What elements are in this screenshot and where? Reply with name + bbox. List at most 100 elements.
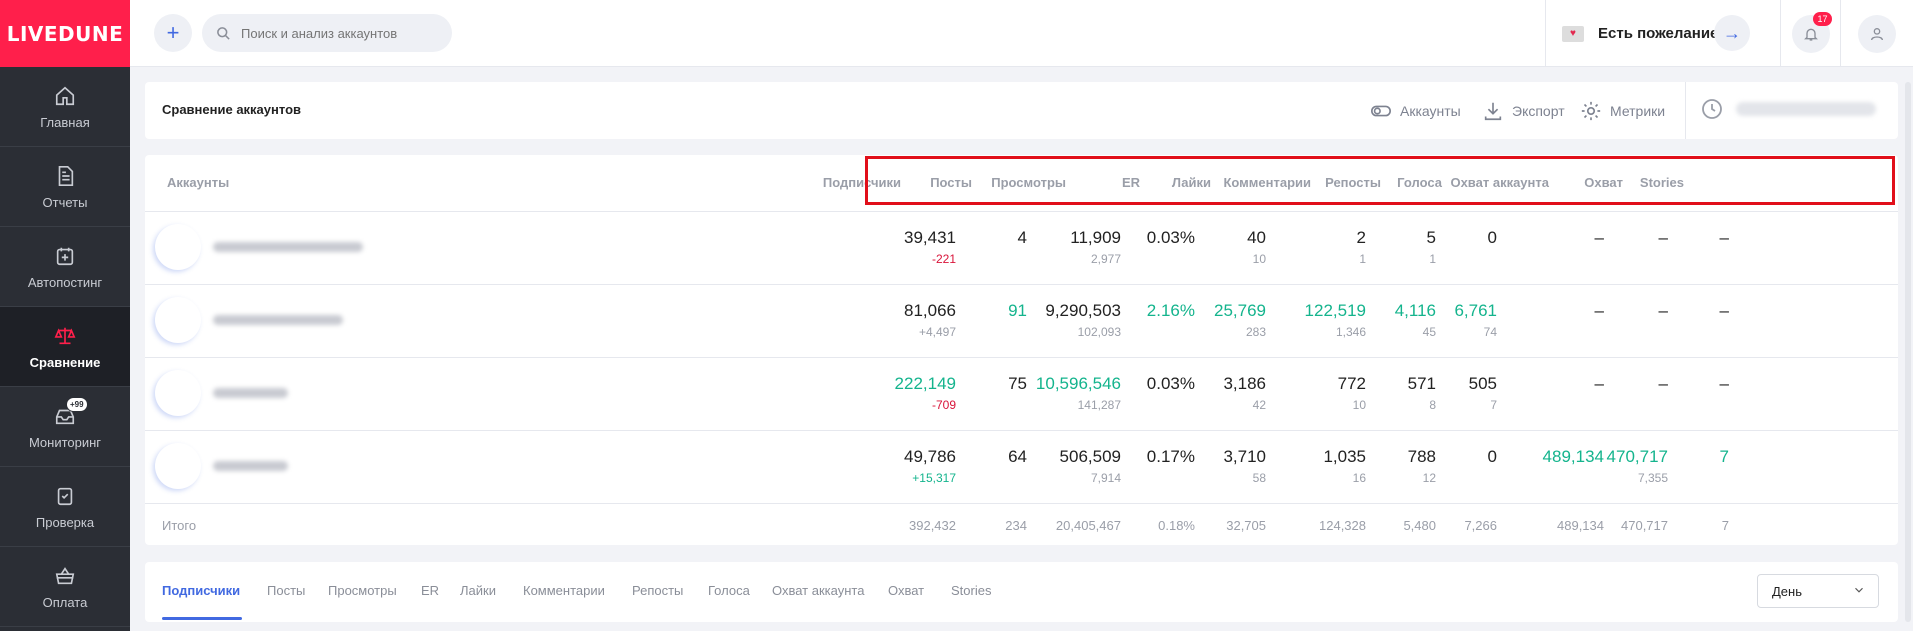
tab-views[interactable]: Просмотры	[328, 583, 397, 598]
cell-er: 0.17%	[1085, 447, 1195, 467]
notifications-button[interactable]: 17	[1791, 11, 1832, 53]
topbar: + ♥ Есть пожелание? → 17	[130, 0, 1913, 67]
cell-delta: 10	[1252, 252, 1266, 266]
sidebar-item-home[interactable]: Главная	[0, 67, 130, 147]
account-name-blurred[interactable]	[213, 242, 363, 252]
date-range-value	[1736, 102, 1876, 116]
cell-value: 91	[1008, 301, 1027, 320]
table-row[interactable]: 39,431 -221 4 11,909 2,977 0.03% 40 10 2 1 5 1 0– – –	[145, 212, 1898, 285]
column-header-accounts[interactable]: Аккаунты	[167, 175, 230, 190]
search-input[interactable]	[241, 25, 431, 41]
column-header-likes[interactable]: Лайки	[1171, 175, 1211, 190]
account-avatar[interactable]	[155, 297, 201, 343]
feedback-arrow-button[interactable]: →	[1714, 15, 1750, 51]
table-row[interactable]: 222,149 -709 75 10,596,546 141,287 0.03% 3,186…	[145, 358, 1898, 431]
envelope-heart-icon: ♥	[1562, 25, 1584, 42]
brand-logo[interactable]: LIVEDUNE	[0, 0, 130, 67]
sidebar-item-autoposting[interactable]: Автопостинг	[0, 227, 130, 307]
account-avatar[interactable]	[155, 224, 201, 270]
scales-icon	[52, 323, 78, 349]
account-name-blurred[interactable]	[213, 461, 288, 471]
cell-likes: 25,769 283	[1156, 301, 1266, 339]
sidebar-item-payment[interactable]: Оплата	[0, 547, 130, 627]
chevron-down-icon	[1855, 587, 1863, 593]
tab-reposts[interactable]: Репосты	[632, 583, 684, 598]
cell-value: 75	[1008, 374, 1027, 393]
tab-account-reach[interactable]: Охват аккаунта	[772, 583, 865, 598]
column-header-er[interactable]: ER	[1121, 175, 1140, 190]
tab-subscribers[interactable]: Подписчики	[162, 583, 241, 598]
column-header-views[interactable]: Просмотры	[991, 175, 1066, 190]
cell-delta: 1	[1359, 252, 1366, 266]
column-header-votes[interactable]: Голоса	[1397, 175, 1442, 190]
cell-delta: 1,346	[1335, 325, 1366, 339]
period-select[interactable]: День	[1757, 574, 1879, 608]
compare-header-panel: Сравнение аккаунтов Аккаунты Экспорт Мет…	[145, 82, 1898, 139]
total-reposts: 5,480	[1403, 518, 1436, 533]
sidebar-item-check[interactable]: Проверка	[0, 467, 130, 547]
cell-stories: 7	[1619, 447, 1729, 467]
column-header-subscribers[interactable]: Подписчики	[822, 175, 901, 190]
export-button[interactable]: Экспорт	[1482, 100, 1565, 122]
notifications-count-badge: 17	[1813, 11, 1832, 26]
tab-posts[interactable]: Посты	[267, 583, 306, 598]
cell-value: 9,290,503	[1045, 301, 1121, 320]
cell-value: –	[1594, 301, 1604, 320]
search-box[interactable]	[202, 14, 452, 52]
cell-likes: 3,710 58	[1156, 447, 1266, 485]
sidebar-item-reports[interactable]: Отчеты	[0, 147, 130, 227]
column-header-stories[interactable]: Stories	[1639, 175, 1684, 190]
page-scrollbar[interactable]	[1905, 82, 1911, 622]
cell-votes: 0	[1387, 447, 1497, 467]
cell-subscribers: 49,786 +15,317	[846, 447, 956, 485]
notifications: 17	[1780, 0, 1840, 67]
cell-delta: 16	[1352, 471, 1366, 485]
account-name-blurred[interactable]	[213, 315, 343, 325]
total-stories: 7	[1721, 518, 1729, 533]
cell-delta: 45	[1422, 325, 1436, 339]
tab-likes[interactable]: Лайки	[460, 583, 496, 598]
period-select-value: День	[1772, 583, 1802, 599]
account-name-blurred[interactable]	[213, 388, 288, 398]
cell-value: 49,786	[904, 447, 956, 466]
date-range-picker[interactable]	[1700, 97, 1876, 121]
cell-account-reach: 489,134	[1494, 447, 1604, 467]
account-avatar[interactable]	[155, 443, 201, 489]
total-views: 20,405,467	[1055, 518, 1121, 533]
table-row[interactable]: 49,786 +15,317 64 506,509 7,914 0.17% 3,710 58 1…	[145, 431, 1898, 504]
add-account-button[interactable]: +	[154, 14, 192, 52]
user-menu-button[interactable]	[1858, 14, 1896, 53]
sidebar-item-compare[interactable]: Сравнение	[0, 307, 130, 387]
tab-reach[interactable]: Охват	[888, 583, 925, 598]
cell-value: 81,066	[904, 301, 956, 320]
cell-er: 0.03%	[1085, 228, 1195, 248]
column-header-reach[interactable]: Охват	[1584, 175, 1623, 190]
feedback-block[interactable]: ♥ Есть пожелание? →	[1545, 0, 1780, 67]
accounts-toggle-button[interactable]: Аккаунты	[1370, 100, 1461, 122]
sidebar-item-monitoring[interactable]: +99 Мониторинг	[0, 387, 130, 467]
column-header-reposts[interactable]: Репосты	[1325, 175, 1381, 190]
cell-value: 0.17%	[1146, 447, 1195, 466]
cell-delta: 58	[1252, 471, 1266, 485]
account-avatar[interactable]	[155, 370, 201, 416]
cell-reach: –	[1558, 228, 1668, 248]
cell-views: 10,596,546 141,287	[1011, 374, 1121, 412]
tab-er[interactable]: ER	[421, 583, 440, 598]
tab-stories[interactable]: Stories	[951, 583, 992, 598]
column-header-comments[interactable]: Комментарии	[1223, 175, 1311, 190]
cell-stories: –	[1619, 301, 1729, 321]
cell-posts: 75	[917, 374, 1027, 394]
cell-value: 571	[1407, 374, 1436, 393]
tab-comments[interactable]: Комментарии	[523, 583, 605, 598]
metrics-button[interactable]: Метрики	[1580, 100, 1665, 122]
sidebar-item-label: Автопостинг	[27, 275, 103, 290]
cell-value: 505	[1468, 374, 1497, 393]
cell-views: 506,509 7,914	[1011, 447, 1121, 485]
cell-value: –	[1658, 374, 1668, 393]
sidebar-item-label: Отчеты	[42, 195, 88, 210]
tab-votes[interactable]: Голоса	[708, 583, 750, 598]
table-row[interactable]: 81,066 +4,497 91 9,290,503 102,093 2.16% 25,76…	[145, 285, 1898, 358]
column-header-posts[interactable]: Посты	[930, 175, 972, 190]
column-header-account-reach[interactable]: Охват аккаунта	[1450, 175, 1549, 190]
active-tab-indicator	[162, 617, 242, 620]
